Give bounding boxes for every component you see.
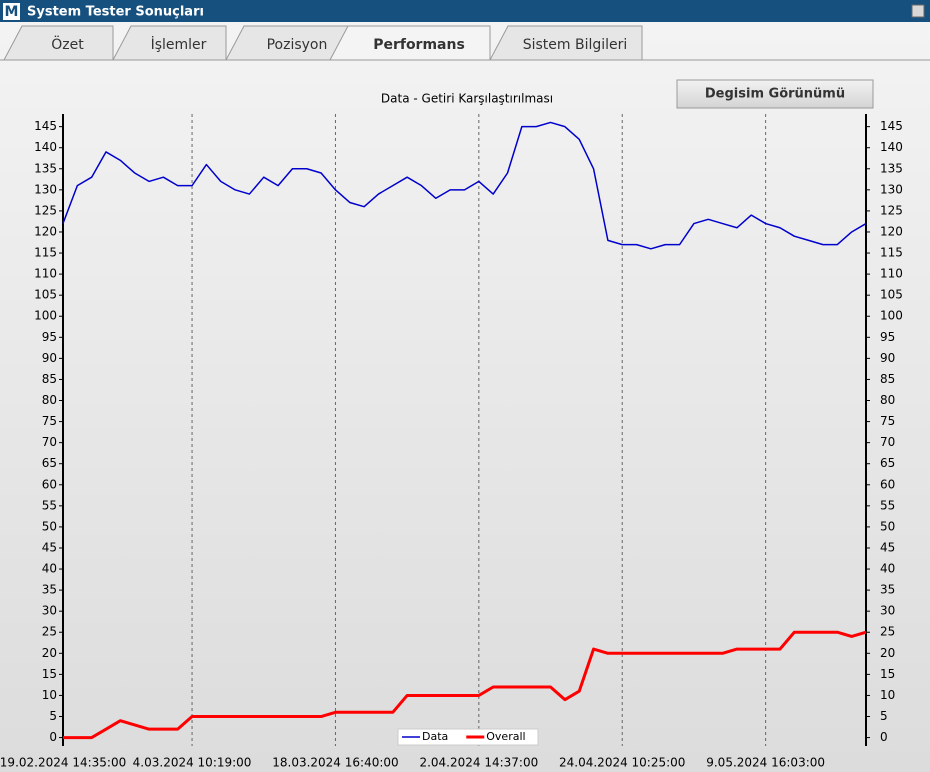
legend-label: Overall: [486, 730, 525, 743]
x-tick-label: 24.04.2024 10:25:00: [559, 756, 685, 770]
y-tick-label: 50: [42, 519, 57, 533]
y2-tick-label: 105: [880, 288, 903, 302]
y-tick-label: 60: [42, 477, 57, 491]
tab-label: Performans: [373, 37, 465, 53]
y2-tick-label: 95: [880, 330, 895, 344]
y2-tick-label: 5: [880, 709, 888, 723]
y2-tick-label: 140: [880, 140, 903, 154]
y2-tick-label: 120: [880, 224, 903, 238]
y2-tick-label: 40: [880, 562, 895, 576]
y-tick-label: 65: [42, 456, 57, 470]
y2-tick-label: 15: [880, 667, 895, 681]
window-title: System Tester Sonuçları: [27, 5, 204, 20]
x-tick-label: 19.02.2024 14:35:00: [0, 756, 126, 770]
y2-tick-label: 60: [880, 477, 895, 491]
app-icon-letter: M: [5, 4, 19, 20]
x-tick-label: 4.03.2024 10:19:00: [133, 756, 252, 770]
app-icon: [3, 3, 20, 20]
y2-tick-label: 70: [880, 435, 895, 449]
y-tick-label: 120: [34, 224, 57, 238]
y2-tick-label: 130: [880, 182, 903, 196]
tab-label: İşlemler: [151, 35, 207, 53]
y-tick-label: 135: [34, 161, 57, 175]
tab-label: Pozisyon: [267, 37, 328, 53]
x-tick-label: 9.05.2024 16:03:00: [706, 756, 825, 770]
view-button-label: Degisim Görünümü: [705, 87, 845, 102]
y-tick-label: 25: [42, 625, 57, 639]
y2-tick-label: 65: [880, 456, 895, 470]
y-tick-label: 20: [42, 646, 57, 660]
y2-tick-label: 30: [880, 604, 895, 618]
y2-tick-label: 35: [880, 583, 895, 597]
y2-tick-label: 145: [880, 119, 903, 133]
close-button[interactable]: [911, 4, 925, 18]
y-tick-label: 10: [42, 688, 57, 702]
tab[interactable]: [489, 25, 643, 61]
y-tick-label: 30: [42, 604, 57, 618]
y2-tick-label: 85: [880, 372, 895, 386]
y-tick-label: 80: [42, 393, 57, 407]
tab-active[interactable]: [329, 25, 491, 61]
y2-tick-label: 115: [880, 246, 903, 260]
y2-tick-label: 55: [880, 498, 895, 512]
y2-tick-label: 0: [880, 730, 888, 744]
y-tick-label: 40: [42, 562, 57, 576]
x-tick-label: 2.04.2024 14:37:00: [419, 756, 538, 770]
y-tick-label: 100: [34, 309, 57, 323]
y2-tick-label: 90: [880, 351, 895, 365]
y-tick-label: 125: [34, 203, 57, 217]
y2-tick-label: 50: [880, 519, 895, 533]
chart-title: Data - Getiri Karşılaştırılması: [381, 92, 553, 106]
x-tick-label: 18.03.2024 16:40:00: [272, 756, 398, 770]
y2-tick-label: 110: [880, 267, 903, 281]
y2-tick-label: 20: [880, 646, 895, 660]
view-button[interactable]: [676, 79, 874, 109]
series-line: [63, 630, 867, 740]
y-tick-label: 15: [42, 667, 57, 681]
tab-label: Özet: [51, 35, 84, 53]
y-tick-label: 35: [42, 583, 57, 597]
y2-tick-label: 80: [880, 393, 895, 407]
y2-tick-label: 100: [880, 309, 903, 323]
y-tick-label: 5: [49, 709, 57, 723]
tab[interactable]: [112, 25, 227, 61]
y-tick-label: 110: [34, 267, 57, 281]
y-tick-label: 130: [34, 182, 57, 196]
y-tick-label: 115: [34, 246, 57, 260]
y2-tick-label: 45: [880, 540, 895, 554]
y-tick-label: 140: [34, 140, 57, 154]
y-tick-label: 55: [42, 498, 57, 512]
y2-tick-label: 135: [880, 161, 903, 175]
y2-tick-label: 75: [880, 414, 895, 428]
title-bar: [0, 0, 930, 22]
y-tick-label: 85: [42, 372, 57, 386]
y2-tick-label: 25: [880, 625, 895, 639]
y-tick-label: 70: [42, 435, 57, 449]
series-line: [62, 121, 867, 250]
y-tick-label: 145: [34, 119, 57, 133]
y2-tick-label: 10: [880, 688, 895, 702]
y-tick-label: 90: [42, 351, 57, 365]
y-tick-label: 75: [42, 414, 57, 428]
y-tick-label: 0: [49, 730, 57, 744]
y-tick-label: 45: [42, 540, 57, 554]
y2-tick-label: 125: [880, 203, 903, 217]
tab-label: Sistem Bilgileri: [523, 37, 628, 53]
tab[interactable]: [3, 25, 114, 61]
legend-label: Data: [422, 730, 448, 743]
y-tick-label: 95: [42, 330, 57, 344]
y-tick-label: 105: [34, 288, 57, 302]
